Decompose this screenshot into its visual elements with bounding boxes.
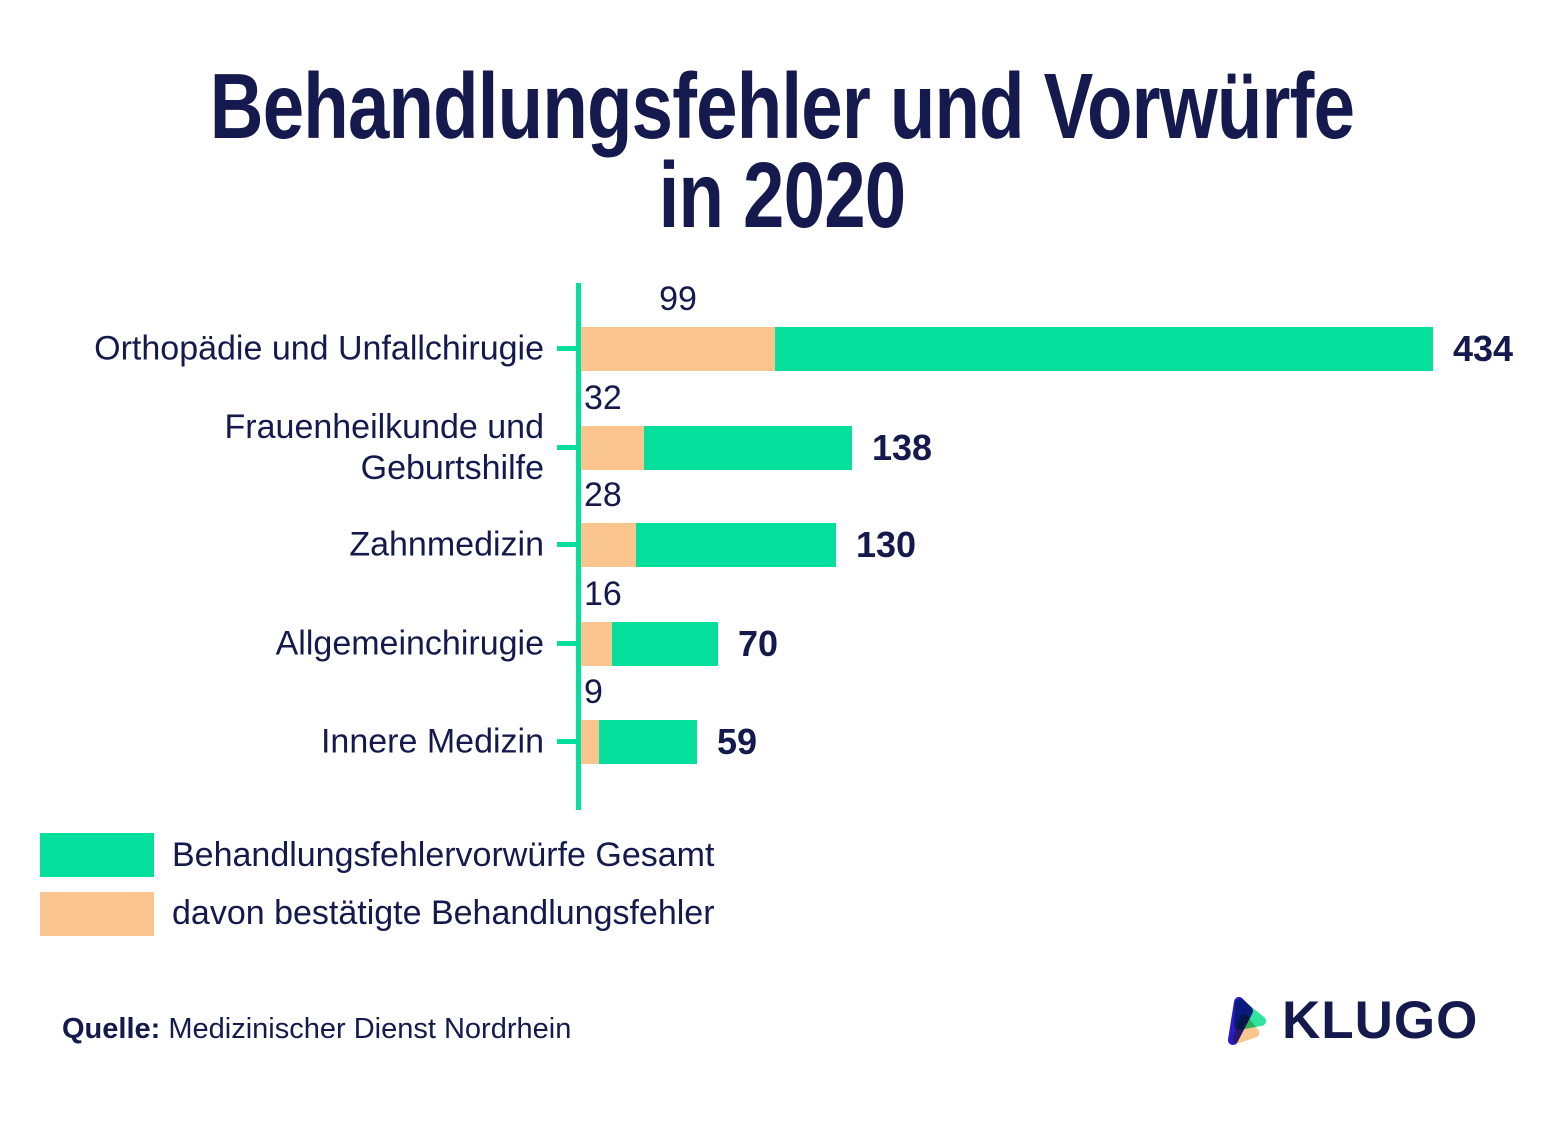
bar-confirmed-segment bbox=[581, 426, 644, 470]
legend-item-confirmed: davon bestätigte Behandlungsfehler bbox=[40, 891, 715, 936]
axis-tick-mark bbox=[557, 542, 580, 547]
confirmed-value-label: 99 bbox=[659, 280, 697, 318]
legend-label-total: Behandlungsfehlervorwürfe Gesamt bbox=[172, 835, 715, 874]
category-label: Zahnmedizin bbox=[349, 525, 544, 564]
page-title: Behandlungsfehler und Vorwürfe in 2020 bbox=[156, 60, 1407, 242]
klugo-logo: KLUGO bbox=[1222, 994, 1478, 1048]
total-value-label: 70 bbox=[738, 623, 779, 664]
axis-tick-mark bbox=[557, 641, 580, 646]
total-value-label: 434 bbox=[1453, 328, 1514, 369]
category-label: Orthopädie und Unfallchirugie bbox=[94, 329, 544, 368]
klugo-play-icon bbox=[1228, 997, 1266, 1045]
source-label: Quelle: bbox=[62, 1013, 161, 1045]
confirmed-value-label: 28 bbox=[584, 476, 622, 514]
bar-total-segment bbox=[581, 622, 718, 666]
legend-swatch-total bbox=[40, 833, 154, 877]
axis-tick-mark bbox=[557, 739, 580, 744]
bar-confirmed-segment bbox=[581, 327, 775, 371]
bar-total-segment bbox=[581, 327, 1433, 371]
confirmed-value-label: 32 bbox=[584, 379, 622, 417]
total-value-label: 59 bbox=[717, 721, 758, 762]
total-value-label: 130 bbox=[856, 524, 917, 565]
bar-total-segment bbox=[581, 523, 836, 567]
axis-tick-mark bbox=[557, 346, 580, 351]
legend-item-total: Behandlungsfehlervorwürfe Gesamt bbox=[40, 833, 714, 877]
page-title-line2: in 2020 bbox=[658, 143, 907, 247]
source-text: Medizinischer Dienst Nordrhein bbox=[168, 1013, 572, 1045]
confirmed-value-label: 16 bbox=[584, 575, 622, 613]
legend-swatch-confirmed bbox=[40, 891, 154, 936]
category-label: Frauenheilkunde und Geburtshilfe bbox=[224, 408, 544, 487]
bar-confirmed-segment bbox=[581, 523, 636, 567]
confirmed-value-label: 9 bbox=[584, 673, 603, 711]
legend-label-confirmed: davon bestätigte Behandlungsfehler bbox=[172, 894, 715, 932]
category-label: Innere Medizin bbox=[320, 722, 544, 761]
category-label: Allgemeinchirugie bbox=[275, 624, 544, 663]
klugo-wordmark: KLUGO bbox=[1282, 991, 1479, 1050]
bar-confirmed-segment bbox=[581, 720, 599, 764]
axis-tick-mark bbox=[557, 445, 580, 450]
page-title-line1: Behandlungsfehler und Vorwürfe bbox=[209, 54, 1355, 158]
total-value-label: 138 bbox=[872, 427, 933, 468]
source-note: Quelle: Medizinischer Dienst Nordrhein bbox=[62, 1013, 571, 1046]
bar-confirmed-segment bbox=[581, 622, 612, 666]
bar-total-segment bbox=[581, 720, 697, 764]
bar-total-segment bbox=[581, 426, 852, 470]
